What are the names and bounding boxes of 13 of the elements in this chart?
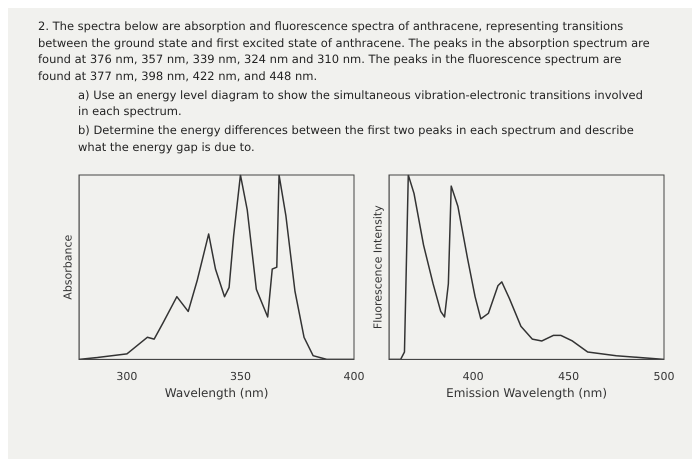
y-axis-title: Fluorescence Intensity <box>371 205 384 330</box>
text: b) Determine the energy differences between the first two peaks in each spectrum and describe what the energy gap is due to. <box>78 122 635 156</box>
x-axis-title: Wavelength (nm) <box>164 386 268 400</box>
x-tick-label: 400 <box>462 370 484 384</box>
x-axis-title: Emission Wavelength (nm) <box>446 386 608 400</box>
x-tick-label: 400 <box>344 370 364 384</box>
x-tick-label: 450 <box>558 370 580 384</box>
x-tick-label: 500 <box>654 370 674 384</box>
x-tick-label: 300 <box>116 370 138 384</box>
text: 2. The spectra below are absorption and fluorescence spectra of anthracene, representing transitions between the ground state and first excited state of anthracene. The peaks in the absorption spectrum are found at 376 nm, 357 nm, 339 nm, 324 nm and 310 nm. The peaks in the fluorescence spectrum are found at 377 nm, 398 nm, 422 nm, and 448 nm. <box>38 18 651 85</box>
x-tick-label: 350 <box>230 370 251 384</box>
y-axis-title: Absorbance <box>61 234 74 300</box>
text: a) Use an energy level diagram to show the simultaneous vibration-electronic transitions involved in each spectrum. <box>78 86 644 120</box>
